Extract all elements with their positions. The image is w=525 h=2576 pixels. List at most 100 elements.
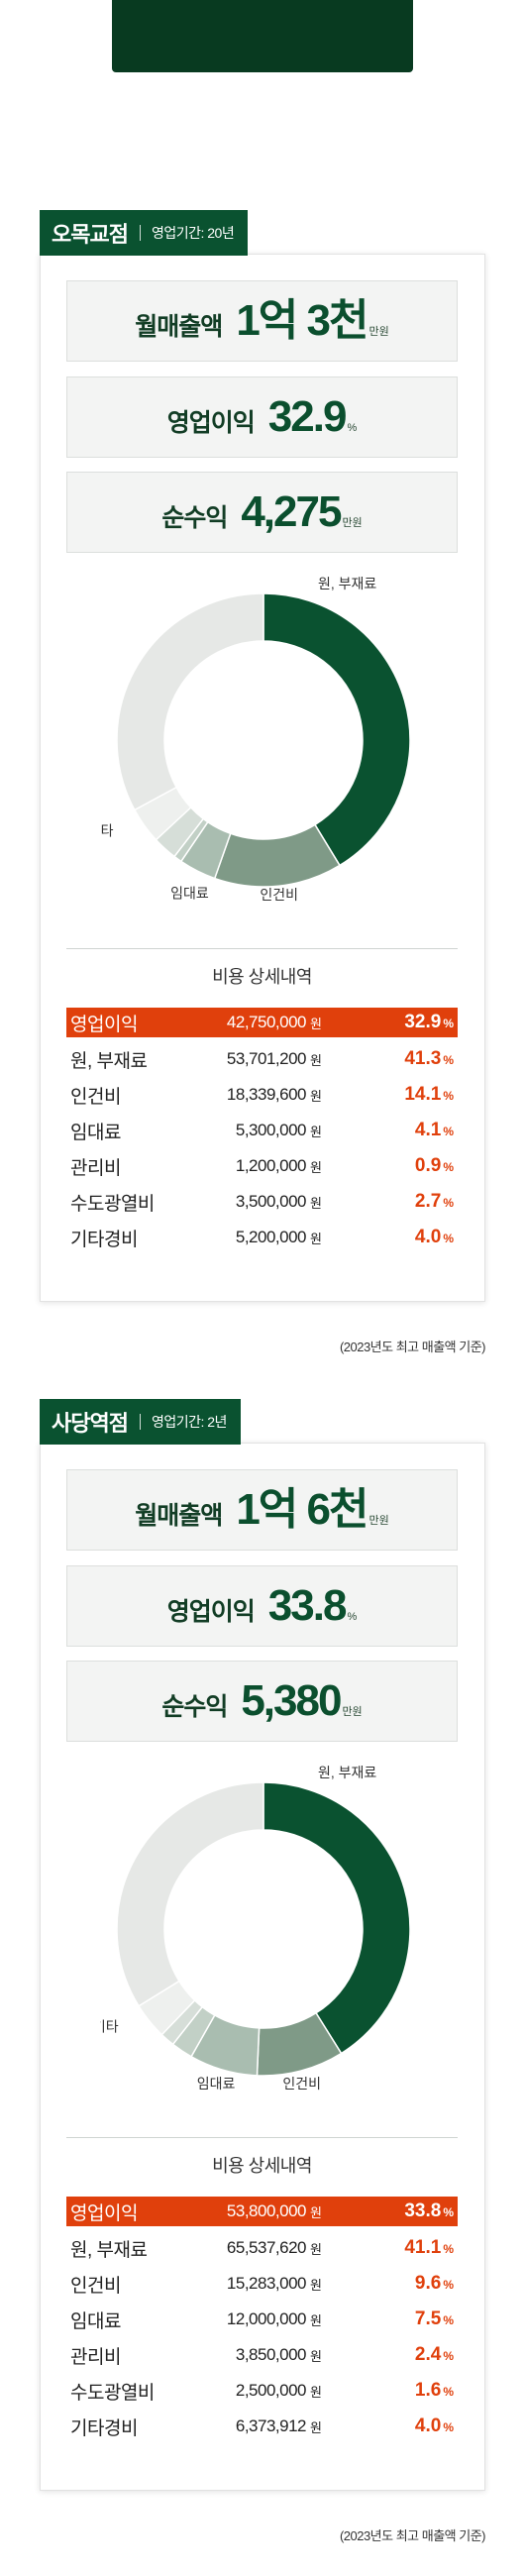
table-row: 원, 부재료 53,701,200 원 41.3% <box>66 1041 458 1077</box>
row-name: 원, 부재료 <box>70 1050 148 1072</box>
stat-value: 5,380 <box>241 1676 342 1725</box>
cost-title: 비용 상세내역 <box>212 2156 312 2176</box>
table-row: 기타경비 5,200,000 원 4.0% <box>66 1220 458 1255</box>
stat-unit: 만원 <box>368 326 389 338</box>
row-won: 원 <box>310 1159 322 1175</box>
stat-label: 월매출액 <box>135 1502 223 1530</box>
row-amount: 5,300,000 <box>235 1121 307 1139</box>
cost-title: 비용 상세내역 <box>212 967 312 987</box>
table-row: 수도광열비 3,500,000 원 2.7% <box>66 1184 458 1220</box>
row-name: 임대료 <box>70 2310 121 2332</box>
stat-value: 1억 6천 <box>236 1485 368 1534</box>
stat-label: 순수익 <box>161 504 228 532</box>
slice-raw-materials <box>262 1781 411 2055</box>
table-row: 임대료 5,300,000 원 4.1% <box>66 1113 458 1148</box>
slice-raw-materials <box>262 592 411 867</box>
row-name: 임대료 <box>70 1122 121 1143</box>
store-tab: 오목교점 영업기간: 20년 <box>40 210 249 256</box>
tab-divider <box>139 225 141 241</box>
stat-value: 4,275 <box>241 487 342 536</box>
row-won: 원 <box>310 1195 322 1211</box>
stat-label: 월매출액 <box>135 313 223 341</box>
stat-unit: 만원 <box>342 517 363 529</box>
donut-label: 임대료 <box>170 886 209 902</box>
table-row: 수도광열비 2,500,000 원 1.6% <box>66 2373 458 2409</box>
row-pct: 9.6% <box>414 2273 454 2294</box>
table-row: 인건비 18,339,600 원 14.1% <box>66 1077 458 1113</box>
slice-operating-profit <box>116 592 264 811</box>
row-name: 수도광열비 <box>70 2382 155 2404</box>
divider <box>66 2137 458 2138</box>
row-won: 원 <box>310 2348 322 2364</box>
donut-label: 원, 부재료 <box>318 1766 376 1780</box>
table-row: 관리비 3,850,000 원 2.4% <box>66 2337 458 2373</box>
row-name: 기타경비 <box>70 2417 138 2439</box>
table-row: 영업이익 53,800,000 원 33.8% <box>66 2197 458 2226</box>
stat-unit: % <box>347 422 358 434</box>
stat-value: 33.8 <box>267 1581 348 1630</box>
table-row: 임대료 12,000,000 원 7.5% <box>66 2302 458 2337</box>
row-pct: 2.7% <box>414 1191 454 1212</box>
row-name: 영업이익 <box>70 2202 138 2224</box>
store-name: 오목교점 <box>52 222 129 247</box>
row-name: 관리비 <box>70 1157 121 1179</box>
row-pct: 1.6% <box>414 2380 454 2401</box>
stat-value: 1억 3천 <box>236 296 368 345</box>
stat-unit: 만원 <box>342 1706 363 1718</box>
row-won: 원 <box>310 2384 322 2400</box>
row-won: 원 <box>310 1231 322 1246</box>
table-row: 관리비 1,200,000 원 0.9% <box>66 1148 458 1184</box>
row-amount: 53,800,000 <box>226 2201 307 2220</box>
row-won: 원 <box>310 1016 322 1031</box>
footnote: (2023년도 최고 매출액 기준) <box>339 2528 486 2543</box>
row-name: 인건비 <box>70 2275 121 2297</box>
row-pct: 4.0% <box>414 2415 454 2436</box>
cost-table: 영업이익 53,800,000 원 33.8% 원, 부재료 65,537,620 원 41… <box>66 2197 458 2444</box>
row-pct: 4.0% <box>414 1227 454 1247</box>
row-pct: 7.5% <box>414 2308 454 2329</box>
row-name: 기타경비 <box>70 1229 138 1250</box>
stat-unit: 만원 <box>368 1515 389 1527</box>
row-name: 수도광열비 <box>70 1193 155 1215</box>
table-row: 인건비 15,283,000 원 9.6% <box>66 2266 458 2302</box>
row-pct: 4.1% <box>414 1120 454 1140</box>
row-pct: 33.8% <box>404 2200 454 2221</box>
row-won: 원 <box>310 2277 322 2293</box>
row-name: 관리비 <box>70 2346 121 2368</box>
row-won: 원 <box>310 2312 322 2328</box>
row-name: 영업이익 <box>70 1014 138 1035</box>
footnote: (2023년도 최고 매출액 기준) <box>339 1340 486 1354</box>
stat-label: 영업이익 <box>166 1598 256 1626</box>
store-card: 월매출액 1억 6천 만원 영업이익 33.8 % 순수익 5,380 만원 원… <box>40 1443 485 2491</box>
row-pct: 2.4% <box>414 2344 454 2365</box>
row-amount: 3,500,000 <box>235 1192 307 1211</box>
row-pct: 32.9% <box>404 1012 454 1032</box>
row-pct: 41.3% <box>404 1048 454 1069</box>
row-name: 원, 부재료 <box>70 2239 148 2261</box>
row-pct: 14.1% <box>404 1084 454 1105</box>
store-period: 영업기간: 20년 <box>151 225 235 241</box>
row-won: 원 <box>310 1052 322 1068</box>
row-name: 인건비 <box>70 1086 121 1108</box>
donut-label: 기타 <box>100 823 114 839</box>
donut-label: 인건비 <box>282 2076 321 2092</box>
row-won: 원 <box>310 1124 322 1139</box>
donut-label: 임대료 <box>197 2076 236 2092</box>
divider <box>66 948 458 949</box>
row-amount: 5,200,000 <box>235 1228 307 1246</box>
row-amount: 18,339,600 <box>226 1085 307 1104</box>
row-amount: 2,500,000 <box>235 2381 307 2400</box>
stat-value: 32.9 <box>267 392 348 441</box>
table-row: 영업이익 42,750,000 원 32.9% <box>66 1008 458 1037</box>
row-amount: 42,750,000 <box>226 1013 307 1031</box>
stat-net-profit: 순수익 4,275 만원 <box>66 472 458 553</box>
cost-table: 영업이익 42,750,000 원 32.9% 원, 부재료 53,701,200 원 41… <box>66 1008 458 1255</box>
row-won: 원 <box>310 2419 322 2435</box>
stat-monthly-sales: 월매출액 1억 6천 만원 <box>66 1469 458 1551</box>
store-tab: 사당역점 영업기간: 2년 <box>40 1399 241 1445</box>
row-amount: 53,701,200 <box>226 1049 307 1068</box>
donut-label: 인건비 <box>260 887 298 903</box>
stat-operating-profit: 영업이익 33.8 % <box>66 1565 458 1647</box>
